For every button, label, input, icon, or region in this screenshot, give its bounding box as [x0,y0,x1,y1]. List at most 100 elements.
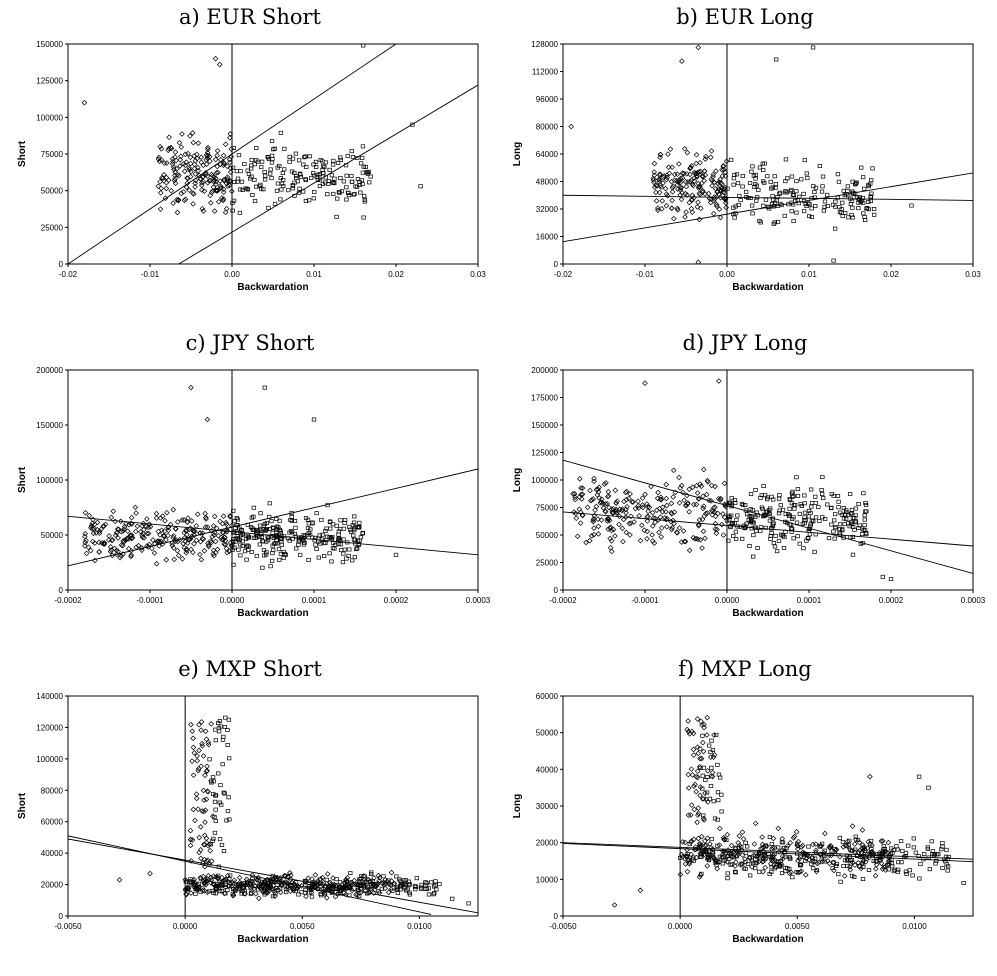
data-point-square [225,809,231,814]
data-point-diamond [177,157,184,163]
data-point-diamond [170,506,177,513]
data-point-diamond [697,481,703,487]
data-point-square [286,188,291,193]
data-point-square [753,866,758,871]
data-point-square [358,535,364,540]
data-point-diamond [652,519,658,526]
data-point-diamond [713,201,720,208]
data-point-diamond [199,808,205,814]
data-point-square [733,536,739,541]
data-point-diamond [684,868,691,875]
data-point-square [327,167,332,172]
data-point-diamond [605,493,612,499]
data-point-square [337,880,343,885]
data-point-diamond [708,148,715,154]
data-point-square [748,492,754,496]
data-point-square [423,880,428,885]
data-point-square [213,818,218,823]
data-point-square [245,187,251,192]
data-point-diamond [91,521,98,528]
data-point-square [242,162,247,167]
data-point-square [909,203,914,208]
data-point-diamond [222,537,229,544]
data-point-square [700,733,705,738]
data-point-square [292,519,298,523]
data-point-diamond [660,174,667,181]
data-point-diamond [663,495,670,502]
x-tick-label: -0.0002 [549,596,577,605]
data-point-square [431,884,437,889]
data-point-square [715,843,720,848]
data-point-diamond [205,144,211,151]
data-point-square [332,176,337,181]
data-point-diamond [571,509,577,515]
data-point-square [838,510,843,515]
data-point-diamond [721,166,727,173]
data-point-diamond [388,886,395,892]
data-point-diamond [701,168,708,174]
data-point-diamond [92,540,98,546]
data-point-square [817,164,822,169]
data-point-diamond [688,766,695,772]
data-point-diamond [711,198,717,204]
data-point-diamond [826,844,833,851]
data-point-square [856,501,861,506]
data-point-diamond [619,525,626,532]
y-tick-label: 32000 [536,205,559,214]
data-point-square [809,518,815,523]
data-point-square [238,553,243,558]
x-tick-label: -0.01 [636,270,655,279]
data-point-square [293,151,299,156]
data-point-square [776,538,782,543]
data-point-square [298,552,303,557]
data-point-square [819,189,825,194]
y-tick-label: 25000 [41,223,64,232]
data-point-diamond [716,206,723,213]
data-point-diamond [107,548,114,555]
data-point-diamond [332,893,339,900]
data-point-diamond [661,173,668,179]
data-point-diamond [180,189,187,195]
y-tick-label: 20000 [536,839,559,848]
data-point-square [225,743,230,747]
data-point-square [873,852,879,857]
x-tick-label: 0.0001 [302,596,327,605]
data-point-square [852,527,857,532]
data-point-square [395,891,400,896]
data-point-diamond [203,835,210,842]
data-point-diamond [186,166,193,173]
data-point-square [804,171,810,176]
data-point-square [819,488,824,492]
chart-title: a) EUR Short [179,5,321,29]
y-tick-label: 50000 [41,187,64,196]
data-point-diamond [112,518,118,525]
data-point-diamond [83,550,90,557]
data-point-diamond [205,857,211,863]
data-point-diamond [141,526,147,533]
data-point-square [330,546,336,551]
data-point-square [866,200,871,204]
data-point-square [221,849,227,853]
data-point-square [437,882,442,887]
data-point-square [769,494,774,499]
data-point-square [213,807,218,812]
data-point-diamond [222,141,229,148]
data-point-diamond [711,752,718,758]
data-point-square [906,843,911,848]
data-point-diamond [674,530,680,536]
data-point-diamond [132,528,139,535]
data-point-diamond [190,806,197,813]
data-point-square [890,864,895,869]
data-point-diamond [653,182,659,189]
chart-panel-eur-long: b) EUR Long 0 16000 32000 48000 64000 80000 96… [505,0,985,320]
data-point-diamond [207,847,214,854]
data-point-square [859,165,864,170]
data-point-diamond [288,872,294,879]
data-point-square [253,536,258,541]
data-point-square [871,207,877,211]
data-point-diamond [204,149,211,156]
data-point-diamond [691,178,698,184]
data-point-diamond [693,151,700,158]
data-point-diamond [684,171,690,177]
data-point-square [360,170,366,175]
